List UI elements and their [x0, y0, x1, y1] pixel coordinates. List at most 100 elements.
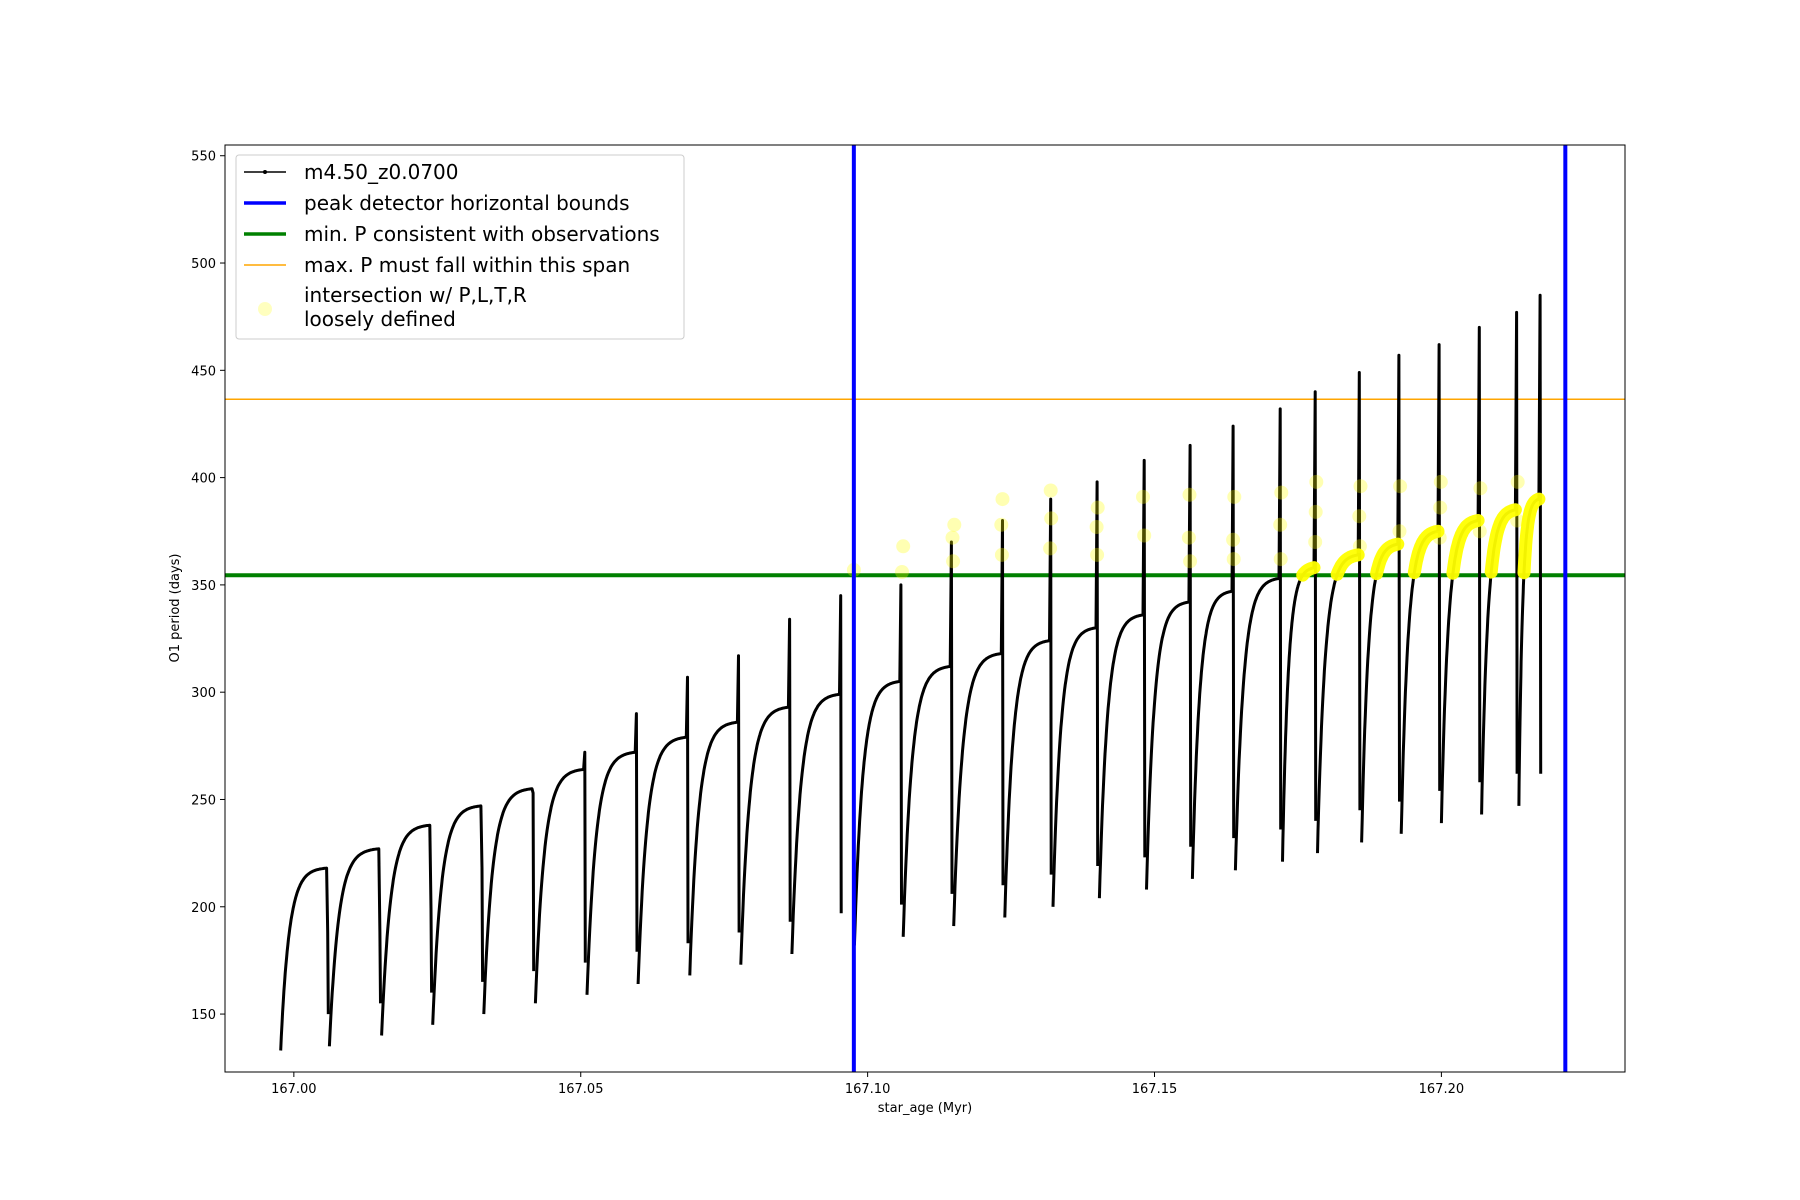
x-tick-label: 167.10 [845, 1082, 891, 1097]
model-cycle [636, 675, 690, 985]
intersection-point [1181, 530, 1196, 545]
model-cycle [739, 617, 792, 965]
intersection-point [1309, 474, 1324, 489]
model-cycle [1003, 497, 1053, 918]
intersection-segment [1370, 537, 1405, 581]
model-cycle [901, 540, 954, 937]
x-tick-label: 167.05 [558, 1082, 604, 1097]
intersection-segment [1484, 503, 1522, 579]
intersection-point [1182, 487, 1197, 502]
intersection-point [1090, 547, 1105, 562]
intersection-point [994, 547, 1009, 562]
intersection-point [896, 539, 911, 554]
intersection-point [895, 565, 909, 579]
x-axis-label: star_age (Myr) [878, 1101, 972, 1116]
y-tick-label: 200 [191, 901, 216, 916]
intersection-point [1308, 504, 1323, 519]
intersection-point [1510, 474, 1525, 489]
intersection-point [1183, 554, 1198, 569]
intersection-point [995, 492, 1010, 507]
intersection-point [947, 517, 962, 532]
model-cycle [279, 866, 330, 1051]
model-cycle [852, 583, 903, 946]
model-cycle [1051, 480, 1100, 907]
intersection-point [1433, 500, 1448, 515]
legend-intersect-label-1: intersection w/ P,L,T,R [304, 283, 527, 307]
x-tick-label: 167.00 [271, 1082, 317, 1097]
x-axis-ticks: 167.00 167.05 167.10 167.15 167.20 [271, 1072, 1464, 1097]
intersection-point [1227, 489, 1242, 504]
y-tick-label: 150 [191, 1008, 216, 1023]
model-cycle [952, 519, 1005, 927]
intersection-point [1226, 552, 1241, 567]
y-tick-label: 400 [191, 472, 216, 487]
intersection-points-group [846, 474, 1546, 582]
intersection-point [1136, 489, 1150, 504]
intersection-point [1090, 500, 1105, 515]
y-tick-label: 300 [191, 686, 216, 701]
intersection-segment [1517, 492, 1546, 580]
intersection-point [1043, 483, 1058, 498]
model-cycle [1097, 458, 1147, 899]
model-cycle [585, 712, 639, 995]
intersection-point [1308, 535, 1323, 549]
y-axis-label: O1 period (days) [168, 553, 183, 662]
model-cycle [380, 823, 434, 1036]
intersection-point [1473, 481, 1488, 496]
model-cycle [1233, 407, 1283, 871]
intersection-point [1352, 509, 1367, 524]
y-tick-label: 500 [191, 257, 216, 272]
model-cycle [533, 750, 587, 1004]
y-tick-label: 450 [191, 364, 216, 379]
intersection-point [1089, 520, 1104, 534]
y-tick-label: 350 [191, 579, 216, 594]
intersection-point [946, 554, 961, 569]
intersection-point [945, 530, 960, 545]
intersection-segment [1330, 548, 1365, 581]
intersection-point [1273, 552, 1288, 567]
legend-model-marker [263, 170, 267, 174]
intersection-point [1510, 513, 1525, 528]
intersection-point [1393, 479, 1408, 494]
model-cycle [1190, 424, 1236, 879]
model-cycle [790, 594, 843, 955]
intersection-segment [1407, 524, 1445, 580]
y-tick-label: 250 [191, 793, 216, 808]
intersection-segment [1296, 561, 1321, 582]
legend-intersect-label-2: loosely defined [304, 307, 456, 331]
legend-bounds-label: peak detector horizontal bounds [304, 191, 630, 215]
intersection-point [1392, 524, 1407, 539]
intersection-segment [1446, 514, 1485, 580]
y-tick-label: 550 [191, 150, 216, 165]
intersection-point [1432, 530, 1447, 545]
intersection-point [1352, 539, 1367, 554]
intersection-point [994, 517, 1009, 532]
intersection-point [1353, 479, 1368, 494]
legend-intersect-marker [258, 302, 272, 316]
model-cycle [327, 847, 382, 1047]
model-cycle [1145, 443, 1193, 890]
intersection-point [1472, 524, 1487, 539]
x-tick-label: 167.20 [1419, 1082, 1465, 1097]
model-cycle [482, 787, 536, 1015]
bounds-lines-group [851, 145, 1568, 1072]
legend-maxp-label: max. P must fall within this span [304, 253, 630, 277]
intersection-point [1433, 474, 1448, 489]
legend-minp-label: min. P consistent with observations [304, 222, 660, 246]
intersection-point [1274, 485, 1289, 500]
intersection-point [1137, 528, 1152, 543]
intersection-point [1044, 511, 1059, 526]
intersection-point [1273, 517, 1288, 532]
axes-frame [224, 144, 1626, 1073]
model-cycle [431, 804, 485, 1025]
model-cycle [688, 654, 741, 976]
legend: m4.50_z0.0700 peak detector horizontal b… [235, 154, 685, 340]
y-axis-ticks: 150 200 250 300 350 400 450 500 550 [191, 150, 225, 1023]
x-tick-label: 167.15 [1132, 1082, 1178, 1097]
legend-model-label: m4.50_z0.0700 [304, 160, 459, 184]
plot-area [225, 145, 1625, 1072]
legend-box [235, 154, 685, 340]
intersection-point [1226, 532, 1241, 547]
intersection-point [1043, 541, 1058, 556]
